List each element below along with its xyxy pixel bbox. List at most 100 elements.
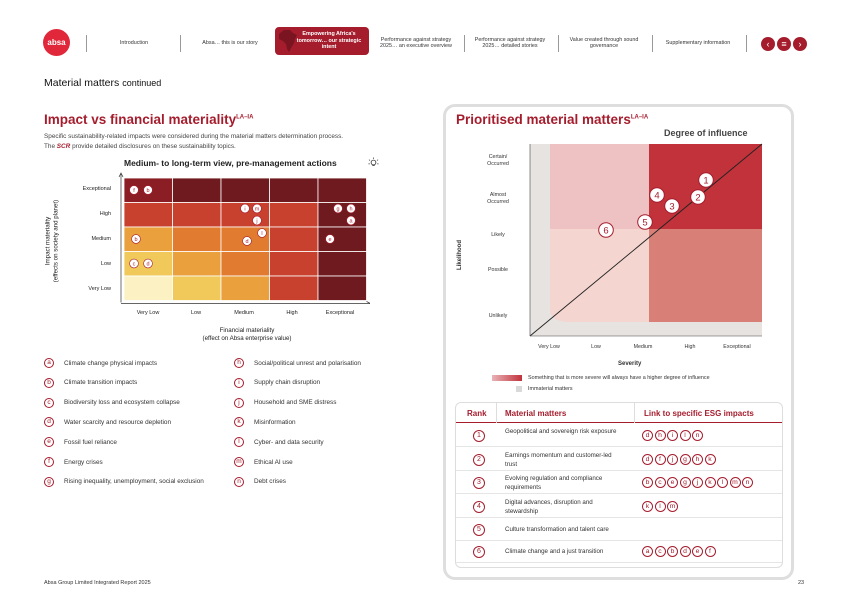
heatmap-cell [172, 226, 222, 252]
nav-active-label: Empowering Africa's tomorrow… our strate… [296, 31, 362, 51]
esg-impact-code: c [654, 546, 666, 557]
esg-impact-code: g [679, 477, 691, 488]
scr-link[interactable]: SCR [56, 142, 71, 150]
nav-supplementary[interactable]: Supplementary information [665, 40, 731, 46]
section-continued: continued [122, 78, 162, 88]
legend-code: c [44, 397, 54, 408]
legend-label: Biodiversity loss and ecosystem collapse [64, 399, 180, 407]
heatmap-point: f [129, 185, 139, 195]
likelihood-label: Likelihood [457, 240, 463, 270]
heatmap-cell [317, 251, 367, 277]
impact-title-text: Impact vs financial materiality [44, 112, 237, 127]
legend-item: h Social/political unrest and polarisatio… [234, 358, 361, 368]
heatmap-point: d [143, 258, 153, 269]
esg-impact-code: b [667, 546, 678, 557]
table-row: 2 Earnings momentum and customer-led trus… [456, 449, 782, 471]
risk-rank-label: 6 [603, 225, 608, 236]
header-esg-impacts: Link to specific ESG impacts [644, 409, 754, 418]
heatmap-cell [123, 202, 173, 228]
impact-title-sup: LA–IA [236, 114, 254, 121]
row-label-high: High [99, 211, 111, 217]
nav-divider [86, 35, 87, 52]
legend-label: Misinformation [254, 418, 296, 426]
nav-strategic-intent[interactable]: Empowering Africa's tomorrow… our strate… [275, 27, 369, 55]
legend-label: Climate change physical impacts [64, 359, 158, 367]
legend-code: d [44, 417, 54, 428]
severity-very-low: Very Low [538, 344, 560, 350]
heatmap-point: h [346, 203, 356, 214]
risk-rank-marker: 2 [690, 189, 706, 205]
quadrant-low-high [550, 144, 649, 229]
esg-impact-code: h [692, 454, 703, 465]
material-matter-text: Culture transformation and talent care [505, 526, 609, 533]
legend-code: m [234, 457, 244, 467]
footer-report-title: Absa Group Limited Integrated Report 202… [44, 580, 151, 586]
material-matter-text: Earnings momentum and customer-led trust [505, 452, 612, 468]
esg-impact-code: n [742, 477, 753, 488]
previous-page-button[interactable]: ‹ [761, 37, 775, 51]
heatmap-point-label: j [255, 219, 257, 225]
esg-impact-code: f [654, 454, 666, 465]
x-axis-label-2: (effect on Absa enterprise value) [202, 334, 292, 342]
risk-rank-marker: 3 [664, 198, 680, 214]
nav-divider [652, 35, 653, 52]
legend-item: g Rising inequality, unemployment, social… [44, 476, 204, 487]
col-label-exceptional: Exceptional [325, 310, 355, 316]
next-page-button[interactable]: › [793, 37, 807, 51]
nav-our-story[interactable]: Absa… this is our story [202, 40, 258, 46]
heatmap-point: m [252, 203, 262, 214]
heatmap-x-axis-title: Financial materiality (effect on Absa en… [124, 327, 370, 342]
legend-label: Ethical AI use [254, 458, 293, 466]
heatmap-point: l [257, 228, 267, 238]
heatmap-cell [220, 251, 270, 277]
heatmap-point-label: m [255, 207, 260, 213]
nav-divider [558, 35, 559, 52]
heatmap-point-label: h [349, 207, 352, 213]
esg-impact-code: m [729, 477, 741, 488]
col-label-very-low: Very Low [136, 310, 160, 316]
y-axis-label-1: Impact materiality [44, 216, 52, 266]
heatmap-point: e [325, 234, 335, 244]
impact-materiality-title: Impact vs financial materialityLA–IA [44, 112, 253, 127]
legend-code: n [234, 476, 244, 487]
risk-rank-label: 1 [703, 175, 708, 186]
risk-rank-marker: 4 [649, 187, 665, 203]
impact-description: Specific sustainability-related impacts … [44, 132, 424, 151]
header-rank: Rank [467, 409, 487, 418]
legend-item: d Water scarcity and resource depletion [44, 417, 171, 428]
legend-item: e Fossil fuel reliance [44, 437, 117, 448]
lightbulb-icon [368, 157, 379, 166]
severity-high: High [684, 344, 696, 350]
quadrant-high-low [649, 229, 762, 322]
top-navigation: absa Introduction Absa… this is our stor… [0, 0, 851, 72]
material-matter-text: Digital advances, disruption and steward… [505, 499, 593, 515]
nav-introduction[interactable]: Introduction [119, 40, 149, 46]
desc-line-1: Specific sustainability-related impacts … [44, 133, 344, 140]
nav-detailed-stories[interactable]: Performance against strategy 2025… detai… [474, 37, 546, 49]
heatmap-cell [317, 226, 367, 252]
heatmap-cell [269, 226, 319, 252]
legend-label: Rising inequality, unemployment, social … [64, 478, 204, 486]
esg-impact-code: b [642, 477, 653, 488]
heatmap-point-label: i [244, 207, 245, 213]
legend-code: f [44, 457, 54, 467]
materiality-heatmap: f b i mj g ha b l d e c d [118, 172, 370, 304]
legend-item: f Energy crises [44, 457, 103, 467]
header-divider [634, 403, 635, 423]
col-label-low: Low [190, 310, 202, 316]
nav-executive-overview[interactable]: Performance against strategy 2025… an ex… [380, 37, 452, 49]
row-label-medium: Medium [91, 236, 111, 242]
absa-logo[interactable]: absa [43, 29, 70, 56]
menu-button[interactable]: ≡ [777, 37, 791, 51]
heatmap-cell [172, 177, 222, 203]
heatmap-point-label: f [133, 188, 135, 194]
material-matter-text: Evolving regulation and compliance requi… [505, 475, 603, 491]
nav-divider [746, 35, 747, 52]
heatmap-point: b [131, 234, 141, 244]
legend-item: j Household and SME distress [234, 397, 336, 408]
nav-governance[interactable]: Value created through sound governance [569, 37, 639, 49]
